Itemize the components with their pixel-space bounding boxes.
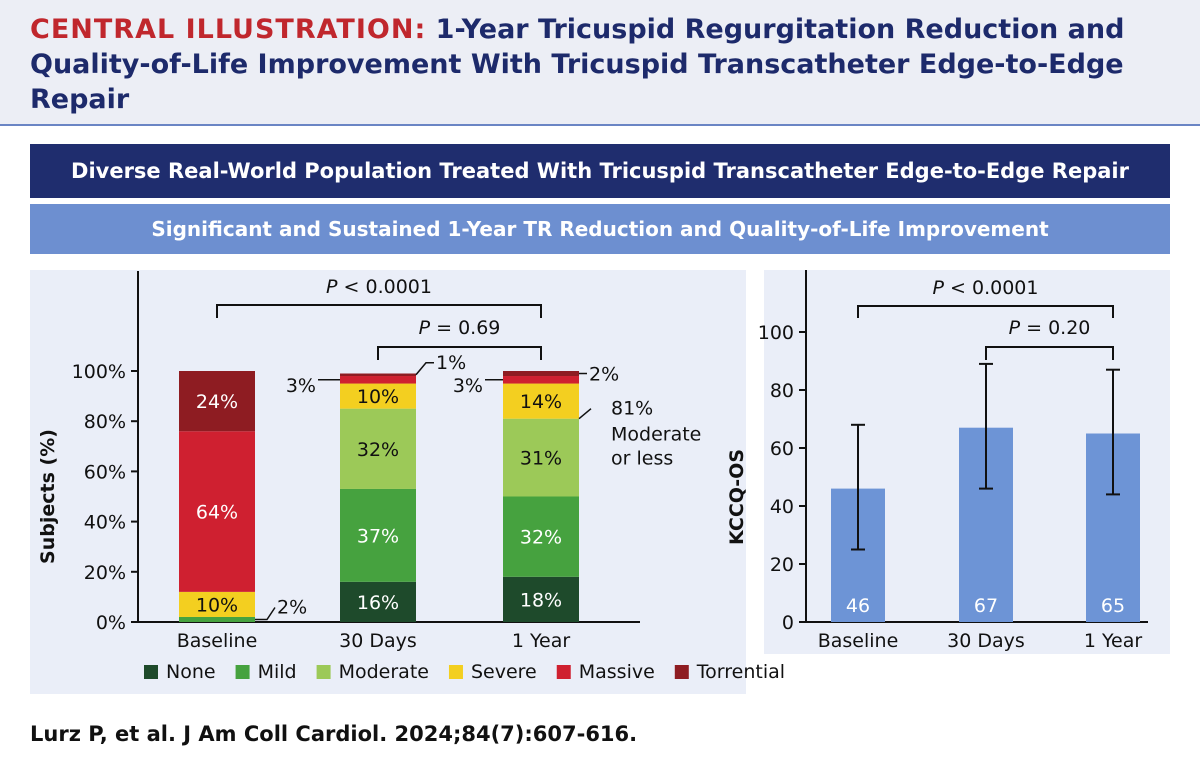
tr-bracket-30days-1year xyxy=(377,346,542,360)
kccq-x-tick-label: 1 Year xyxy=(1084,630,1143,652)
tr-data-label-torrential-callout: 2% xyxy=(589,364,619,386)
tr-x-tick-label: 1 Year xyxy=(512,630,571,652)
kccq-y-tick-label: 60 xyxy=(770,438,794,460)
kccq-bracket-label: P = 0.20 xyxy=(1009,317,1091,339)
tr-bar-30-days-torrential xyxy=(340,373,416,377)
tr-bracket-label: P = 0.69 xyxy=(419,317,501,339)
tr-y-tick-label: 40% xyxy=(84,512,126,534)
kccq-x-tick-label: Baseline xyxy=(818,630,899,652)
kccq-bracket-label: P < 0.0001 xyxy=(933,277,1039,299)
tr-y-tick-label: 100% xyxy=(72,361,126,383)
tr-bar-1-year-severe xyxy=(503,383,579,419)
kccq-y-axis-label: KCCQ-OS xyxy=(726,449,748,545)
tr-data-label-massive-callout: 3% xyxy=(286,375,316,397)
tr-bracket-label: P < 0.0001 xyxy=(326,276,432,298)
legend-label-none: None xyxy=(166,661,216,683)
tr-bar-1-year-none xyxy=(503,576,579,622)
kccq-y-tick-label: 40 xyxy=(770,496,794,518)
tr-data-label-severe: 10% xyxy=(357,386,399,408)
kccq-data-label: 67 xyxy=(974,595,998,617)
tr-data-label-none: 16% xyxy=(357,592,399,614)
tr-data-label-mild-callout: 2% xyxy=(277,596,307,618)
tr-bar-1-year-mild xyxy=(503,496,579,577)
tr-bar-baseline-massive xyxy=(179,431,255,592)
tr-bar-30-days-massive xyxy=(340,376,416,384)
kccq-y-tick-label: 100 xyxy=(758,322,794,344)
outcome-band: Significant and Sustained 1-Year TR Redu… xyxy=(30,204,1170,254)
header: CENTRAL ILLUSTRATION: 1-Year Tricuspid R… xyxy=(0,0,1200,126)
tr-data-label-massive-callout: 3% xyxy=(453,375,483,397)
legend-label-severe: Severe xyxy=(471,661,537,683)
tr-bar-30-days-mild xyxy=(340,488,416,582)
tr-bar-1-year-massive xyxy=(503,376,579,384)
tr-y-tick-label: 80% xyxy=(84,411,126,433)
legend-swatch-severe xyxy=(448,665,463,679)
tr-data-label-torrential-callout: 1% xyxy=(436,352,466,374)
kccq-x-tick-label: 30 Days xyxy=(947,630,1025,652)
citation: Lurz P, et al. J Am Coll Cardiol. 2024;8… xyxy=(30,722,638,746)
tr-data-label-severe: 10% xyxy=(196,594,238,616)
tr-note-value: 81% xyxy=(611,398,653,420)
tr-callout-line xyxy=(415,362,434,376)
tr-note-line xyxy=(578,408,592,420)
tr-data-label-massive: 64% xyxy=(196,502,238,524)
legend-swatch-massive xyxy=(556,665,571,679)
header-title-block: CENTRAL ILLUSTRATION: 1-Year Tricuspid R… xyxy=(30,12,1170,117)
tr-callout-line xyxy=(255,607,276,621)
tr-bar-30-days-none xyxy=(340,581,416,622)
tr-bar-baseline-severe xyxy=(179,591,255,617)
legend-swatch-moderate xyxy=(316,665,331,679)
legend-label-torrential: Torrential xyxy=(696,661,785,683)
header-title: 1-Year Tricuspid Regurgitation Reduction… xyxy=(30,14,1125,115)
tr-data-label-moderate: 32% xyxy=(357,439,399,461)
tr-bar-30-days-severe xyxy=(340,383,416,409)
tr-bar-1-year-torrential xyxy=(503,371,579,377)
tr-y-tick-label: 0% xyxy=(96,612,126,634)
kccq-data-label: 65 xyxy=(1101,595,1125,617)
legend-swatch-torrential xyxy=(674,665,689,679)
kccq-y-tick-label: 0 xyxy=(782,612,794,634)
tr-bar-baseline-mild xyxy=(179,616,255,622)
kccq-bracket-baseline-1year xyxy=(857,305,1114,318)
tr-bar-1-year-moderate xyxy=(503,418,579,497)
legend-label-moderate: Moderate xyxy=(339,661,429,683)
tr-bracket-baseline-1year xyxy=(216,304,542,318)
tr-y-axis-label: Subjects (%) xyxy=(37,429,59,564)
kccq-y-tick-label: 80 xyxy=(770,380,794,402)
tr-bar-30-days-moderate xyxy=(340,408,416,489)
tr-y-tick-label: 20% xyxy=(84,562,126,584)
tr-data-label-none: 18% xyxy=(520,589,562,611)
tr-data-label-mild: 37% xyxy=(357,525,399,547)
legend-swatch-mild xyxy=(235,665,250,679)
tr-note-text: or less xyxy=(611,448,673,470)
tr-note-text: Moderate xyxy=(611,424,701,446)
tr-data-label-mild: 32% xyxy=(520,527,562,549)
tr-data-label-severe: 14% xyxy=(520,391,562,413)
tr-y-tick-label: 60% xyxy=(84,461,126,483)
legend-label-mild: Mild xyxy=(258,661,297,683)
tr-x-tick-label: 30 Days xyxy=(339,630,417,652)
tr-bar-baseline-torrential xyxy=(179,371,255,432)
kccq-bracket-30days-1year xyxy=(985,346,1114,360)
tr-data-label-moderate: 31% xyxy=(520,448,562,470)
kccq-y-tick-label: 20 xyxy=(770,554,794,576)
legend-swatch-none xyxy=(144,665,158,679)
header-label: CENTRAL ILLUSTRATION: xyxy=(30,14,427,45)
legend-label-massive: Massive xyxy=(579,661,655,683)
population-band: Diverse Real-World Population Treated Wi… xyxy=(30,144,1170,198)
tr-x-tick-label: Baseline xyxy=(177,630,258,652)
tr-data-label-torrential: 24% xyxy=(196,391,238,413)
kccq-data-label: 46 xyxy=(846,595,870,617)
